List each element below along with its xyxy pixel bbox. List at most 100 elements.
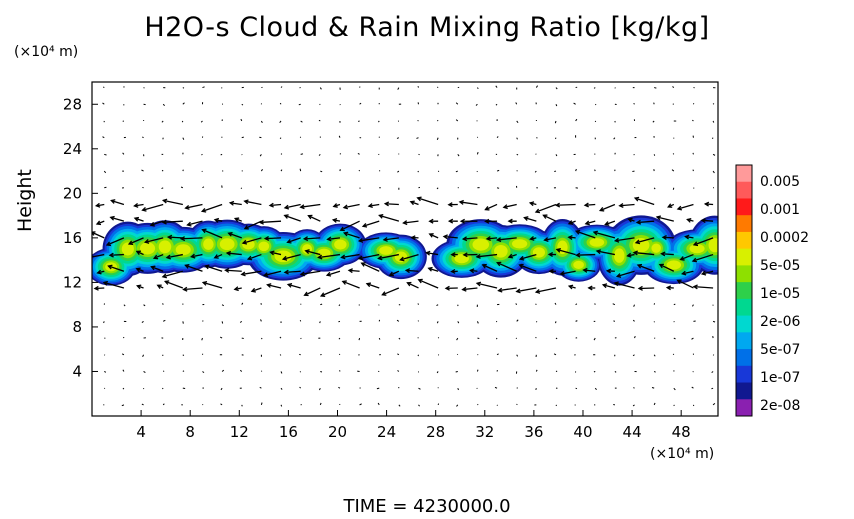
- wind-vector: [389, 270, 400, 276]
- wind-vector: [368, 203, 380, 207]
- wind-vector-head: [575, 252, 581, 258]
- wind-vector: [320, 303, 323, 306]
- wind-vector: [259, 386, 262, 389]
- wind-vector: [260, 120, 263, 124]
- wind-vector: [535, 203, 557, 213]
- wind-vector: [102, 102, 105, 105]
- wind-vector: [280, 404, 283, 407]
- wind-vector-head: [87, 255, 91, 259]
- wind-vector: [535, 369, 538, 372]
- wind-vector: [241, 270, 262, 276]
- wind-vector: [576, 253, 596, 256]
- wind-vector: [520, 253, 537, 260]
- wind-vector-head: [127, 240, 134, 246]
- wind-vector: [185, 203, 203, 209]
- wind-vector-head: [163, 280, 170, 285]
- wind-vector: [398, 404, 401, 407]
- wind-vector: [711, 387, 714, 390]
- wind-vector: [284, 270, 301, 274]
- wind-vector: [161, 169, 164, 172]
- x-tick-label: 12: [230, 423, 249, 441]
- wind-vector: [221, 369, 225, 372]
- wind-vector: [659, 263, 675, 272]
- wind-vector: [230, 202, 242, 206]
- wind-vector: [575, 303, 578, 306]
- wind-vector: [343, 203, 360, 209]
- wind-vector: [153, 253, 164, 259]
- wind-vector-head: [342, 204, 349, 210]
- wind-vector: [693, 187, 695, 189]
- wind-vector: [515, 102, 518, 105]
- wind-vector-head: [416, 196, 422, 202]
- wind-vector: [605, 220, 616, 226]
- wind-vector-head: [367, 203, 373, 209]
- wind-vector: [711, 371, 714, 373]
- colorbar-segment: [736, 165, 752, 183]
- wind-vector: [182, 137, 185, 140]
- wind-vector-head: [200, 207, 207, 213]
- wind-vector: [594, 103, 597, 106]
- wind-vector: [338, 337, 341, 340]
- wind-vector: [191, 253, 203, 258]
- wind-vector-head: [637, 285, 643, 291]
- wind-vector: [134, 203, 144, 207]
- cloud-cell: [708, 238, 718, 253]
- wind-vector: [693, 237, 714, 246]
- wind-vector: [181, 237, 203, 240]
- wind-vector: [398, 337, 401, 340]
- wind-vector: [544, 237, 557, 241]
- x-tick-label: 32: [475, 423, 494, 441]
- wind-vector: [162, 370, 165, 372]
- wind-vector: [417, 85, 419, 88]
- wind-vector-head: [141, 206, 147, 212]
- wind-vector: [639, 287, 655, 290]
- wind-vector: [553, 353, 557, 356]
- wind-vector: [672, 153, 675, 155]
- wind-vector-head: [406, 281, 412, 287]
- wind-vector: [575, 168, 577, 172]
- wind-vector-head: [676, 205, 683, 211]
- wind-vector: [594, 153, 596, 155]
- wind-vector-head: [243, 225, 249, 230]
- wind-vector: [554, 120, 557, 124]
- cloud-cell: [689, 244, 705, 254]
- wind-vector: [166, 253, 183, 259]
- wind-vector: [416, 137, 419, 139]
- wind-vector: [103, 281, 125, 289]
- wind-vector: [396, 137, 400, 139]
- wind-vector-head: [618, 202, 624, 208]
- wind-vector-head: [601, 283, 608, 289]
- wind-vector-head: [317, 254, 323, 260]
- wind-vector: [685, 235, 694, 239]
- wind-vector: [141, 320, 144, 323]
- wind-vector: [168, 236, 183, 239]
- wind-vector: [241, 302, 244, 305]
- wind-vector: [102, 136, 105, 139]
- wind-vector: [162, 270, 184, 278]
- wind-vector: [535, 336, 537, 339]
- wind-vector: [671, 169, 675, 172]
- colorbar-segment: [736, 315, 752, 333]
- wind-vector: [298, 103, 301, 106]
- wind-vector: [298, 187, 301, 190]
- wind-vector: [436, 371, 439, 374]
- wind-vector: [165, 280, 184, 289]
- wind-vector-head: [484, 218, 490, 224]
- wind-vector-head: [523, 216, 529, 221]
- cloud-cell: [573, 260, 584, 269]
- wind-vector-head: [161, 273, 167, 279]
- wind-vector-head: [613, 237, 620, 243]
- wind-vector-head: [381, 291, 387, 296]
- wind-vector: [187, 220, 203, 226]
- wind-vector-head: [347, 268, 353, 274]
- colorbar: 0.005 0.001 0.0002 5e-05 1e-05 2e-06 5e-07 1e-0…: [735, 164, 809, 417]
- wind-vector-head: [567, 220, 574, 225]
- wind-vector: [633, 251, 655, 256]
- cloud-field: [92, 215, 718, 286]
- wind-vector: [304, 237, 321, 240]
- wind-vector-head: [658, 263, 664, 269]
- wind-vector: [299, 371, 302, 373]
- wind-vector: [661, 253, 674, 256]
- wind-vector: [614, 371, 617, 373]
- wind-vector-head: [485, 236, 491, 242]
